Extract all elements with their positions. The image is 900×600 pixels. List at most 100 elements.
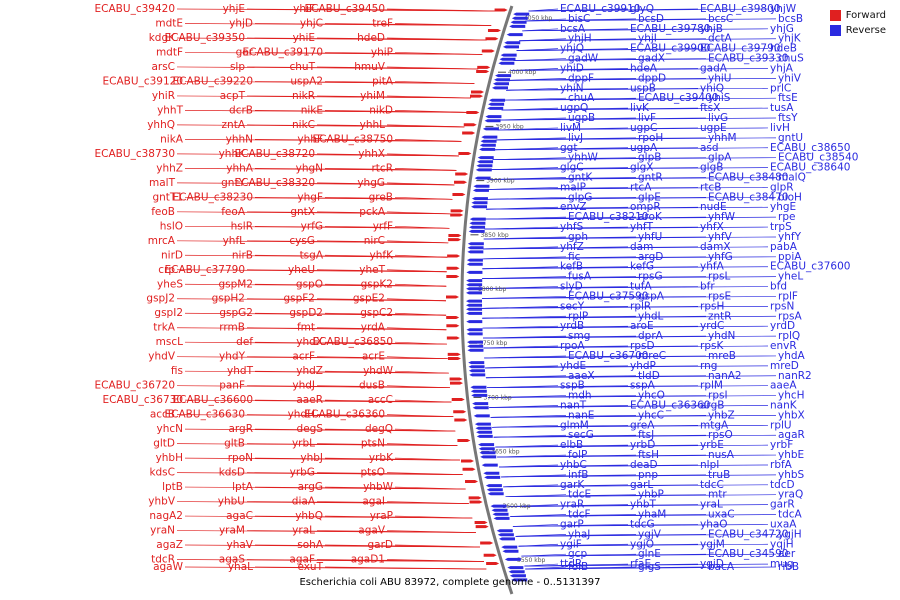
reverse-leader-line [488, 187, 769, 190]
reverse-gene-arrow [492, 512, 509, 516]
forward-gene-label: exuT [297, 561, 323, 573]
reverse-gene-arrow [467, 250, 484, 254]
forward-gene-label: fis [171, 365, 183, 377]
forward-gene-label: yrbK [369, 452, 394, 464]
forward-gene-arrow [462, 131, 476, 135]
reverse-gene-label: kefB [560, 261, 583, 273]
reverse-leader-line [482, 276, 777, 279]
reverse-leader-line [486, 206, 769, 210]
reverse-gene-arrow [498, 61, 515, 65]
reverse-gene-label: yqjH [770, 538, 794, 550]
forward-gene-label: yheS [157, 278, 183, 290]
reverse-gene-label: elbB [560, 439, 583, 451]
forward-gene-label: yraL [292, 525, 315, 537]
reverse-gene-arrow [507, 566, 524, 570]
forward-gene-label: gntX [290, 206, 315, 218]
forward-gene-label: kdgK [149, 32, 176, 44]
reverse-gene-label: yraL [700, 499, 723, 511]
forward-gene-label: yhbW [363, 481, 394, 493]
forward-gene-label: acpT [220, 90, 246, 102]
reverse-gene-label: ECABU_c36360 [630, 399, 710, 411]
reverse-gene-label: rtcA [630, 181, 652, 193]
reverse-leader-line [486, 385, 769, 389]
reverse-gene-label: yhbS [778, 469, 805, 481]
reverse-gene-label: dprA [638, 330, 664, 342]
reverse-gene-label: rpsG [638, 271, 663, 283]
forward-gene-label: ECABU_c36600 [173, 394, 253, 406]
forward-gene-arrow [460, 459, 474, 463]
reverse-gene-label: yhdL [638, 310, 664, 322]
forward-gene-label: yhdT [227, 365, 254, 377]
reverse-gene-arrow [469, 221, 486, 225]
reverse-leader-line [492, 157, 777, 161]
reverse-leader-line [482, 266, 769, 270]
reverse-gene-label: ppiA [778, 251, 802, 263]
forward-gene-label: hslR [231, 220, 253, 232]
forward-gene-label: treF [372, 17, 393, 29]
reverse-gene-label: nudE [700, 201, 727, 213]
reverse-gene-label: folP [568, 449, 587, 461]
reverse-gene-label: rpsK [700, 340, 724, 352]
reverse-gene-label: yhjH [568, 33, 592, 45]
reverse-gene-label: yhhM [708, 132, 737, 144]
reverse-gene-label: yhjW [770, 3, 797, 15]
reverse-gene-label: chuA [568, 92, 595, 104]
reverse-gene-label: ttdR [560, 558, 582, 570]
forward-gene-label: nikR [292, 90, 315, 102]
forward-gene-label: nagA2 [149, 510, 183, 522]
forward-gene-label: kdsD [219, 467, 245, 479]
reverse-gene-label: sspB [560, 380, 585, 392]
forward-gene-label: yhgG [357, 177, 385, 189]
reverse-gene-arrow [471, 205, 488, 209]
forward-gene-label: yhfL [223, 235, 246, 247]
reverse-gene-arrow [498, 537, 515, 541]
reverse-gene-label: hdeB [770, 43, 797, 55]
reverse-leader-line [511, 68, 769, 71]
reverse-gene-label: secY [560, 300, 585, 312]
legend-forward-label: Forward [845, 10, 886, 21]
forward-gene-arrow [457, 439, 471, 442]
legend-reverse-label: Reverse [845, 25, 886, 36]
forward-gene-label: greB [369, 191, 393, 203]
forward-leader-line [316, 385, 450, 389]
reverse-gene-label: yhiD [560, 62, 584, 74]
forward-gene-label: yhbQ [295, 510, 323, 522]
reverse-gene-label: bisC [568, 13, 590, 25]
reverse-gene-label: yhdN [708, 330, 735, 342]
reverse-gene-label: ompR [630, 201, 661, 213]
forward-gene-arrow [448, 234, 462, 237]
forward-gene-label: degQ [365, 423, 393, 435]
forward-leader-line [324, 225, 450, 229]
reverse-gene-label: garL [630, 479, 653, 491]
reverse-gene-label: bioH [778, 191, 802, 203]
forward-gene-label: gspJ2 [146, 293, 175, 305]
forward-gene-arrow [446, 295, 460, 299]
reverse-gene-label: yhiV [778, 72, 802, 84]
forward-gene-label: rtcR [371, 162, 393, 174]
forward-gene-arrow [469, 500, 483, 504]
reverse-gene-label: glpB [638, 152, 661, 164]
reverse-gene-arrow [466, 332, 483, 336]
reverse-gene-arrow [510, 20, 527, 24]
forward-gene-arrow [450, 213, 464, 217]
forward-gene-arrow [475, 525, 489, 529]
reverse-gene-arrow [496, 529, 513, 533]
forward-gene-label: ptsO [360, 467, 385, 479]
forward-gene-label: ECABU_c36850 [313, 336, 393, 348]
forward-gene-label: nikC [292, 119, 315, 131]
reverse-gene-arrow [481, 135, 498, 139]
forward-gene-label: ECABU_c38750 [313, 133, 393, 145]
forward-gene-label: yheU [288, 264, 315, 276]
reverse-gene-label: nanK [770, 399, 798, 411]
forward-gene-label: gspE2 [353, 293, 385, 305]
forward-gene-label: hdeD [357, 32, 385, 44]
reverse-leader-line [499, 117, 777, 121]
reverse-gene-label: livJ [568, 132, 583, 144]
reverse-gene-arrow [471, 393, 488, 397]
reverse-leader-line [482, 315, 777, 319]
reverse-gene-label: infB [568, 469, 588, 481]
forward-gene-label: ptsN [361, 438, 385, 450]
reverse-gene-label: rpsA [778, 310, 802, 322]
reverse-gene-label: livM [560, 122, 581, 134]
